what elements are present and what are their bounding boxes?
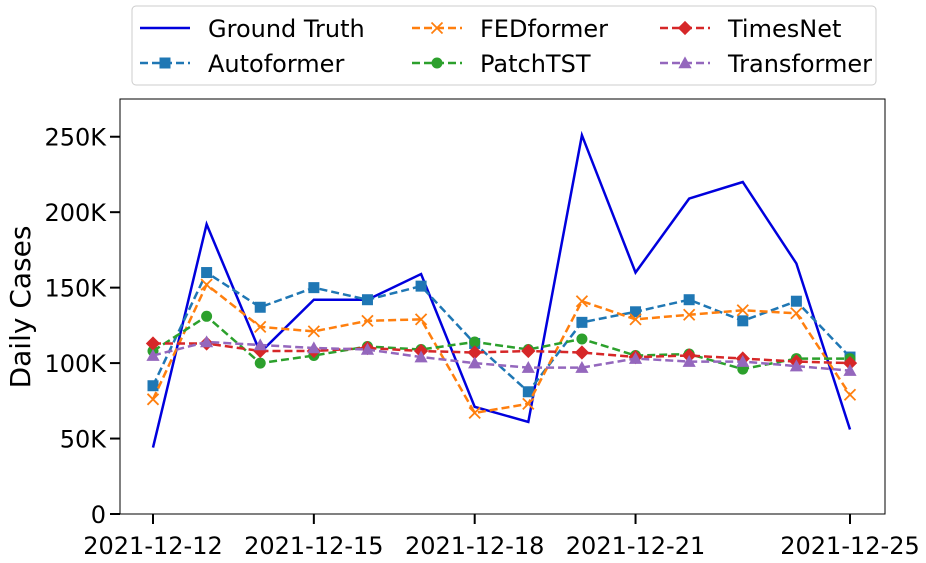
data-point	[430, 21, 444, 35]
series-line	[153, 342, 851, 365]
data-point	[575, 295, 589, 308]
data-point	[736, 304, 749, 317]
data-point	[737, 315, 749, 327]
legend-entry: TimesNet	[660, 15, 841, 43]
legend-entry: Autoformer	[140, 50, 344, 78]
legend-entry: Ground Truth	[140, 15, 365, 43]
legend-box	[131, 5, 877, 86]
series-ground-truth	[151, 130, 852, 448]
data-point	[678, 56, 692, 69]
data-point	[201, 310, 213, 322]
x-tick-label: 2021-12-15	[244, 532, 383, 560]
data-point	[467, 345, 482, 360]
y-tick-label: 0	[91, 501, 106, 529]
data-point	[630, 306, 642, 318]
data-point	[360, 342, 375, 355]
data-point	[521, 361, 535, 373]
data-point	[253, 338, 267, 351]
data-point	[682, 354, 696, 367]
data-point	[522, 386, 534, 398]
data-point	[469, 336, 481, 348]
legend-entry: Transformer	[660, 50, 872, 78]
data-point	[575, 361, 589, 373]
data-point	[677, 20, 693, 36]
data-point	[468, 356, 482, 369]
data-point	[146, 348, 160, 361]
y-tick-label: 200K	[44, 199, 107, 227]
data-point	[145, 336, 161, 351]
data-point	[683, 294, 695, 306]
legend-label: PatchTST	[480, 50, 591, 78]
x-tick-label: 2021-12-25	[780, 532, 919, 560]
data-point	[201, 267, 213, 279]
data-point	[789, 359, 803, 372]
data-point	[307, 341, 321, 354]
data-point	[683, 308, 696, 321]
legend-label: TimesNet	[727, 15, 841, 43]
data-point	[629, 313, 642, 326]
series-line	[151, 130, 852, 448]
data-point	[308, 282, 320, 294]
series-autoformer	[147, 267, 856, 398]
data-point	[842, 355, 858, 371]
data-point	[159, 57, 171, 69]
data-point	[521, 343, 536, 359]
data-point	[307, 325, 320, 338]
series-fedformer	[146, 278, 857, 420]
data-point	[736, 354, 750, 367]
data-point	[200, 335, 214, 348]
data-point	[254, 301, 266, 313]
legend-label: Ground Truth	[208, 15, 365, 43]
series-layer	[145, 130, 858, 448]
data-point	[254, 320, 267, 334]
y-tick-label: 250K	[44, 124, 107, 152]
y-axis-title: Daily Cases	[4, 226, 37, 389]
data-point	[361, 294, 373, 306]
y-tick-label: 150K	[44, 275, 107, 303]
legend-label: Transformer	[727, 50, 872, 78]
series-line	[152, 340, 851, 372]
data-point	[468, 406, 481, 420]
data-point	[146, 393, 160, 406]
data-point	[431, 57, 443, 69]
data-point	[790, 307, 803, 320]
plot-area	[119, 98, 886, 515]
x-tick-label: 2021-12-18	[405, 532, 544, 560]
data-point	[414, 313, 428, 326]
series-transformer	[146, 335, 857, 376]
series-line	[151, 270, 851, 394]
legend-label: FEDformer	[480, 15, 608, 43]
y-tick-label: 50K	[60, 426, 108, 454]
data-point	[522, 397, 535, 410]
data-point	[574, 345, 590, 360]
y-tick-label: 100K	[44, 350, 107, 378]
data-point	[843, 364, 857, 376]
x-tick-label: 2021-12-21	[566, 532, 705, 560]
data-point	[576, 316, 588, 328]
data-point	[628, 351, 643, 364]
data-point	[200, 278, 213, 291]
data-point	[790, 295, 802, 307]
data-point	[254, 357, 266, 369]
data-point	[414, 350, 428, 363]
data-point	[415, 280, 427, 292]
x-tick-label: 2021-12-12	[83, 532, 222, 560]
legend: Ground Truth Autoformer FEDformer PatchTST T…	[131, 5, 877, 86]
data-point	[361, 314, 374, 327]
series-line	[152, 314, 850, 371]
x-axis: 2021-12-12 2021-12-15 2021-12-18 2021-12-21…	[83, 514, 920, 560]
y-axis: 0 50K 100K 150K 200K 250K	[44, 124, 120, 529]
legend-entry: FEDformer	[412, 15, 608, 43]
legend-entry: PatchTST	[412, 50, 591, 78]
legend-label: Autoformer	[208, 50, 344, 78]
data-point	[147, 380, 159, 392]
data-point	[843, 388, 857, 401]
data-point	[576, 333, 588, 345]
